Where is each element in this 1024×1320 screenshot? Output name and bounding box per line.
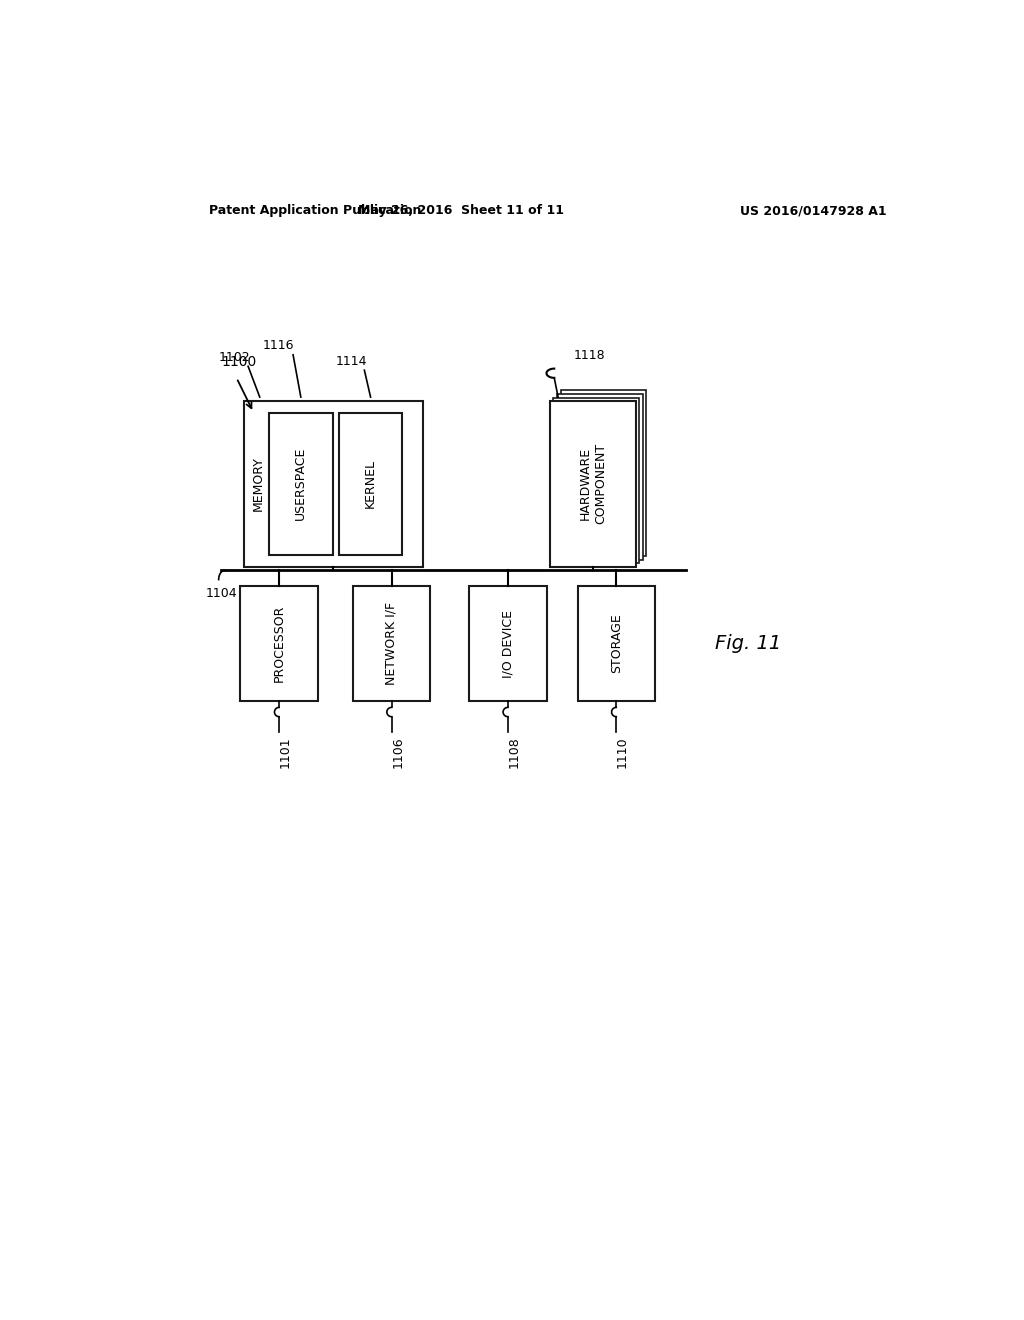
Bar bbox=[469, 586, 547, 701]
Text: 1106: 1106 bbox=[391, 737, 404, 767]
Text: PROCESSOR: PROCESSOR bbox=[272, 605, 286, 682]
Text: STORAGE: STORAGE bbox=[609, 614, 623, 673]
Bar bbox=[554, 397, 639, 564]
Bar bbox=[578, 586, 655, 701]
Text: 1118: 1118 bbox=[573, 350, 605, 363]
Text: 1110: 1110 bbox=[616, 737, 629, 767]
Text: USERSPACE: USERSPACE bbox=[294, 447, 307, 520]
Text: 1104: 1104 bbox=[205, 587, 237, 601]
Bar bbox=[352, 586, 430, 701]
Text: I/O DEVICE: I/O DEVICE bbox=[502, 610, 514, 677]
Bar bbox=[561, 391, 646, 556]
Bar bbox=[241, 586, 317, 701]
Text: MEMORY: MEMORY bbox=[252, 457, 264, 511]
Text: 1102: 1102 bbox=[219, 351, 251, 364]
Text: HARDWARE
COMPONENT: HARDWARE COMPONENT bbox=[579, 444, 607, 524]
Text: 1108: 1108 bbox=[508, 737, 520, 768]
Text: NETWORK I/F: NETWORK I/F bbox=[385, 602, 398, 685]
Text: US 2016/0147928 A1: US 2016/0147928 A1 bbox=[740, 205, 887, 218]
Text: Patent Application Publication: Patent Application Publication bbox=[209, 205, 422, 218]
Text: 1116: 1116 bbox=[263, 339, 295, 352]
Bar bbox=[557, 395, 643, 560]
Text: 1101: 1101 bbox=[279, 737, 292, 767]
Bar bbox=[339, 412, 402, 554]
Bar bbox=[550, 401, 636, 566]
Text: 1114: 1114 bbox=[335, 355, 367, 368]
Bar bbox=[245, 401, 423, 566]
Bar bbox=[269, 412, 333, 554]
Text: Fig. 11: Fig. 11 bbox=[715, 634, 781, 653]
Text: May 26, 2016  Sheet 11 of 11: May 26, 2016 Sheet 11 of 11 bbox=[358, 205, 564, 218]
Text: 1100: 1100 bbox=[221, 355, 256, 370]
Text: KERNEL: KERNEL bbox=[365, 459, 377, 508]
